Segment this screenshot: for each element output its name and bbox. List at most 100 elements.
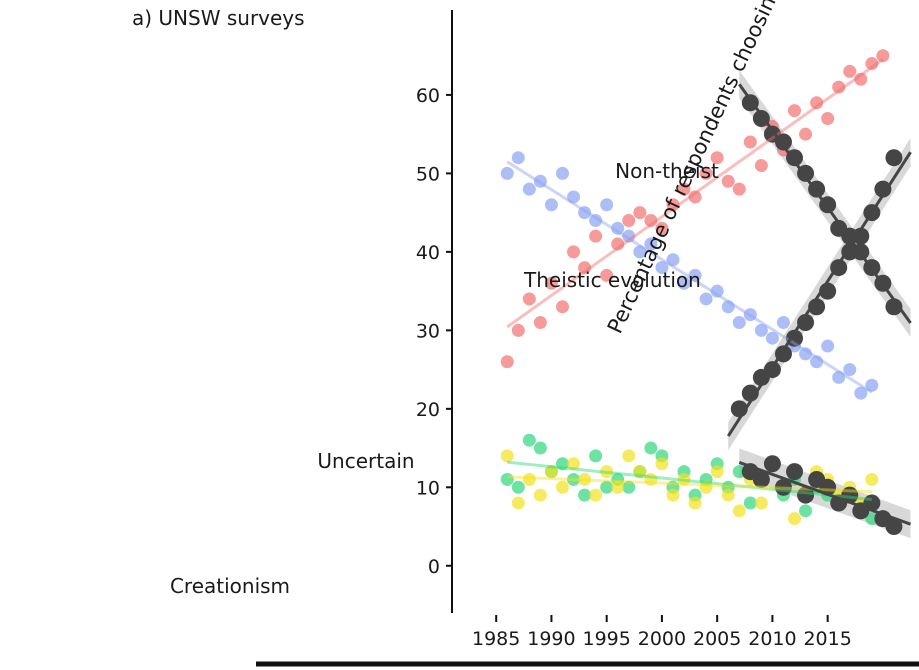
point-uncertain [622, 480, 636, 494]
overlay-trend-line-1 [738, 83, 912, 324]
x-tick-label: 1985 [472, 628, 520, 650]
annotation-creationism: Creationism [170, 574, 290, 598]
point-non-theist [644, 213, 658, 227]
point-theistic-evolution [854, 386, 868, 400]
point-creationism [699, 480, 713, 494]
overlay-point-3 [774, 478, 792, 496]
overlay-point-2 [852, 227, 870, 245]
point-theistic-evolution [644, 237, 658, 251]
point-theistic-evolution [600, 198, 614, 212]
point-non-theist [788, 104, 802, 118]
axis-layer: 0 10 20 30 40 50 60 1985 1990 1995 2000 2005 2010 201… [256, 10, 919, 667]
overlay-point-2 [786, 329, 804, 347]
point-theistic-evolution [533, 174, 547, 188]
point-creationism [754, 496, 768, 510]
x-tick-label: 2000 [638, 628, 686, 650]
point-creationism [500, 449, 514, 463]
point-theistic-evolution [776, 316, 790, 329]
point-non-theist [677, 182, 691, 196]
point-non-theist [843, 64, 857, 78]
point-creationism [666, 488, 680, 502]
point-non-theist [688, 190, 702, 204]
point-non-theist [555, 300, 569, 314]
annotation-theistic-evolution: Theistic evolution [523, 268, 701, 292]
point-non-theist [544, 276, 558, 290]
trend-line-layer [506, 58, 912, 526]
point-creationism [567, 457, 581, 471]
point-creationism [644, 472, 658, 486]
y-tick-label: 40 [416, 242, 440, 264]
point-creationism [544, 465, 558, 479]
overlay-point-3 [885, 518, 903, 536]
overlay-point-2 [885, 149, 903, 167]
point-theistic-evolution [677, 276, 691, 290]
point-non-theist [567, 245, 581, 259]
point-theistic-evolution [754, 323, 768, 337]
x-tick-label: 2010 [748, 628, 796, 650]
overlay-point-1 [885, 298, 903, 316]
point-theistic-evolution [821, 339, 835, 353]
point-non-theist [832, 80, 846, 94]
point-non-theist [633, 206, 647, 220]
point-theistic-evolution [865, 378, 879, 392]
point-uncertain [589, 449, 603, 463]
point-non-theist [622, 213, 636, 227]
point-theistic-evolution [810, 355, 824, 369]
annotation-uncertain: Uncertain [317, 449, 414, 473]
point-non-theist [854, 72, 868, 86]
point-creationism [622, 449, 636, 463]
y-tick-label: 60 [416, 85, 440, 107]
point-theistic-evolution [511, 151, 525, 165]
point-theistic-evolution [522, 182, 536, 196]
point-theistic-evolution [555, 166, 569, 180]
point-theistic-evolution [500, 166, 514, 180]
point-theistic-evolution [743, 308, 757, 322]
overlay-point-2 [874, 180, 892, 198]
point-non-theist [743, 135, 757, 149]
point-non-theist [721, 174, 735, 188]
trend-line-theistic-evolution [506, 160, 873, 394]
x-tick-label: 2015 [803, 628, 851, 650]
point-creationism [611, 480, 625, 494]
point-non-theist [511, 323, 525, 337]
point-non-theist [732, 182, 746, 196]
point-creationism [655, 457, 669, 471]
point-theistic-evolution [655, 261, 669, 275]
point-uncertain [511, 480, 525, 494]
point-non-theist [600, 268, 614, 282]
y-tick-label: 0 [428, 556, 440, 578]
point-theistic-evolution [765, 331, 779, 345]
point-creationism [788, 512, 802, 526]
point-non-theist [865, 57, 879, 71]
point-non-theist [655, 221, 669, 235]
point-theistic-evolution [732, 316, 746, 329]
point-theistic-evolution [611, 221, 625, 235]
trend-line-uncertain [507, 460, 873, 501]
point-creationism [533, 488, 547, 502]
overlay-point-3 [797, 486, 815, 504]
point-uncertain [644, 441, 658, 455]
point-uncertain [600, 480, 614, 494]
point-creationism [688, 496, 702, 510]
x-tick-label: 1990 [527, 628, 575, 650]
overlay-trend-line-2 [726, 151, 912, 437]
point-uncertain [533, 441, 547, 455]
point-non-theist [589, 229, 603, 243]
overlay-point-3 [786, 463, 804, 481]
trend-line-non-theist [506, 58, 884, 329]
point-creationism [732, 504, 746, 518]
x-tick-label: 1995 [583, 628, 631, 650]
y-tick-label: 20 [416, 399, 440, 421]
point-non-theist [611, 237, 625, 251]
point-uncertain [555, 457, 569, 471]
overlay-point-2 [797, 314, 815, 331]
point-creationism [677, 472, 691, 486]
point-creationism [511, 496, 525, 510]
annotation-non-theist: Non-theist [615, 159, 719, 183]
point-uncertain [500, 472, 514, 486]
chart-title: a) UNSW surveys [132, 6, 305, 30]
point-creationism [578, 472, 592, 486]
point-uncertain [743, 496, 757, 510]
point-theistic-evolution [799, 347, 813, 361]
y-tick-label: 10 [416, 477, 440, 499]
